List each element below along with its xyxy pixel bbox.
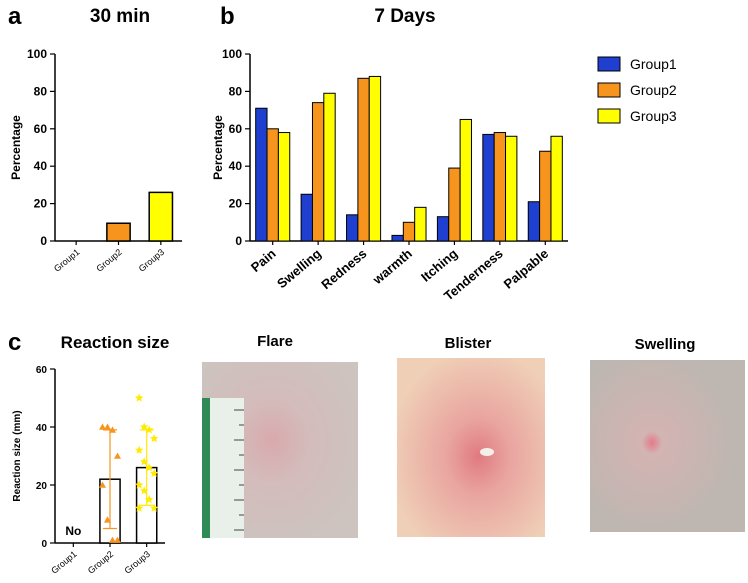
data-point [104,423,111,430]
bar [459,118,472,242]
x-tick-label: Swelling [274,246,324,291]
data-point [134,393,144,402]
x-tick-label: Group2 [94,247,123,274]
y-tick-label: 60 [229,122,243,136]
bar [300,193,313,242]
chart-title: 30 min [90,6,150,27]
x-tick-label: Group1 [52,247,81,274]
bar [148,191,174,242]
data-point [134,503,144,512]
bar [391,234,404,242]
x-tick-label: Group2 [86,549,115,576]
photo-title: Blister [445,335,492,352]
x-tick-label: Group3 [137,247,166,274]
y-axis-label: Reaction size (mm) [12,410,23,501]
y-tick-label: 20 [34,197,48,211]
data-point [109,426,116,433]
photo-swelling [590,360,745,532]
y-tick-label: 40 [229,159,243,173]
bar [550,135,563,242]
y-tick-label: 80 [34,84,48,98]
data-point [149,468,159,477]
bar [323,92,336,242]
data-point [134,445,144,454]
y-tick-label: 100 [222,47,242,61]
x-tick-label: Group3 [123,549,152,576]
bar [255,107,268,242]
data-point [114,536,121,543]
y-axis-label: Percentage [211,115,225,180]
data-point [109,536,116,543]
data-point [149,503,159,512]
data-point [114,452,121,459]
x-tick-label: Group1 [49,549,78,576]
y-tick-label: 0 [40,234,47,248]
y-tick-label: 80 [229,84,243,98]
y-tick-label: 40 [36,423,48,434]
y-tick-label: 100 [27,47,47,61]
x-tick-label: Redness [318,246,369,292]
panel-label: a [8,3,22,30]
panel-label: b [220,3,235,30]
legend-swatch [597,108,621,124]
bar [266,128,279,242]
y-tick-label: 0 [41,539,47,550]
legend-swatch [597,56,621,72]
bar [402,221,416,242]
bar [106,222,131,242]
bar [346,214,359,242]
x-tick-label: Palpable [501,246,552,292]
data-point [149,434,159,443]
bar [527,201,541,242]
photo-blister [397,358,545,537]
x-tick-label: warmth [369,246,415,288]
bar [368,75,382,242]
y-tick-label: 60 [34,122,48,136]
data-point [144,425,154,434]
legend-label: Group1 [630,56,677,72]
data-point [144,495,154,504]
bar [448,167,461,242]
data-point [99,481,106,488]
legend-label: Group3 [630,108,677,124]
bar [414,206,427,242]
y-tick-label: 60 [36,365,48,376]
photo-flare [202,362,358,538]
chart-title: Reaction size [61,333,170,352]
bar [539,150,552,242]
data-point [134,480,144,489]
y-tick-label: 20 [229,197,243,211]
y-tick-label: 20 [36,481,48,492]
bar [505,135,518,242]
y-axis-label: Percentage [9,115,23,180]
bar [493,132,507,242]
legend-swatch [597,82,621,98]
photo-title: Swelling [635,336,696,353]
annotation: No [65,524,81,538]
legend-label: Group2 [630,82,677,98]
data-point [104,516,111,523]
x-tick-label: Pain [248,246,279,275]
bar [436,216,450,242]
bar [482,133,495,242]
panel-label: c [8,329,21,356]
bar [277,132,291,242]
data-point [99,423,106,430]
photo-title: Flare [257,333,293,350]
y-tick-label: 40 [34,159,48,173]
data-point [139,486,149,495]
chart-title: 7 Days [374,6,435,27]
bar [357,77,370,242]
y-tick-label: 0 [235,234,242,248]
bar [311,102,325,242]
x-tick-label: Itching [418,246,460,285]
data-point [144,463,154,472]
data-point [139,457,149,466]
